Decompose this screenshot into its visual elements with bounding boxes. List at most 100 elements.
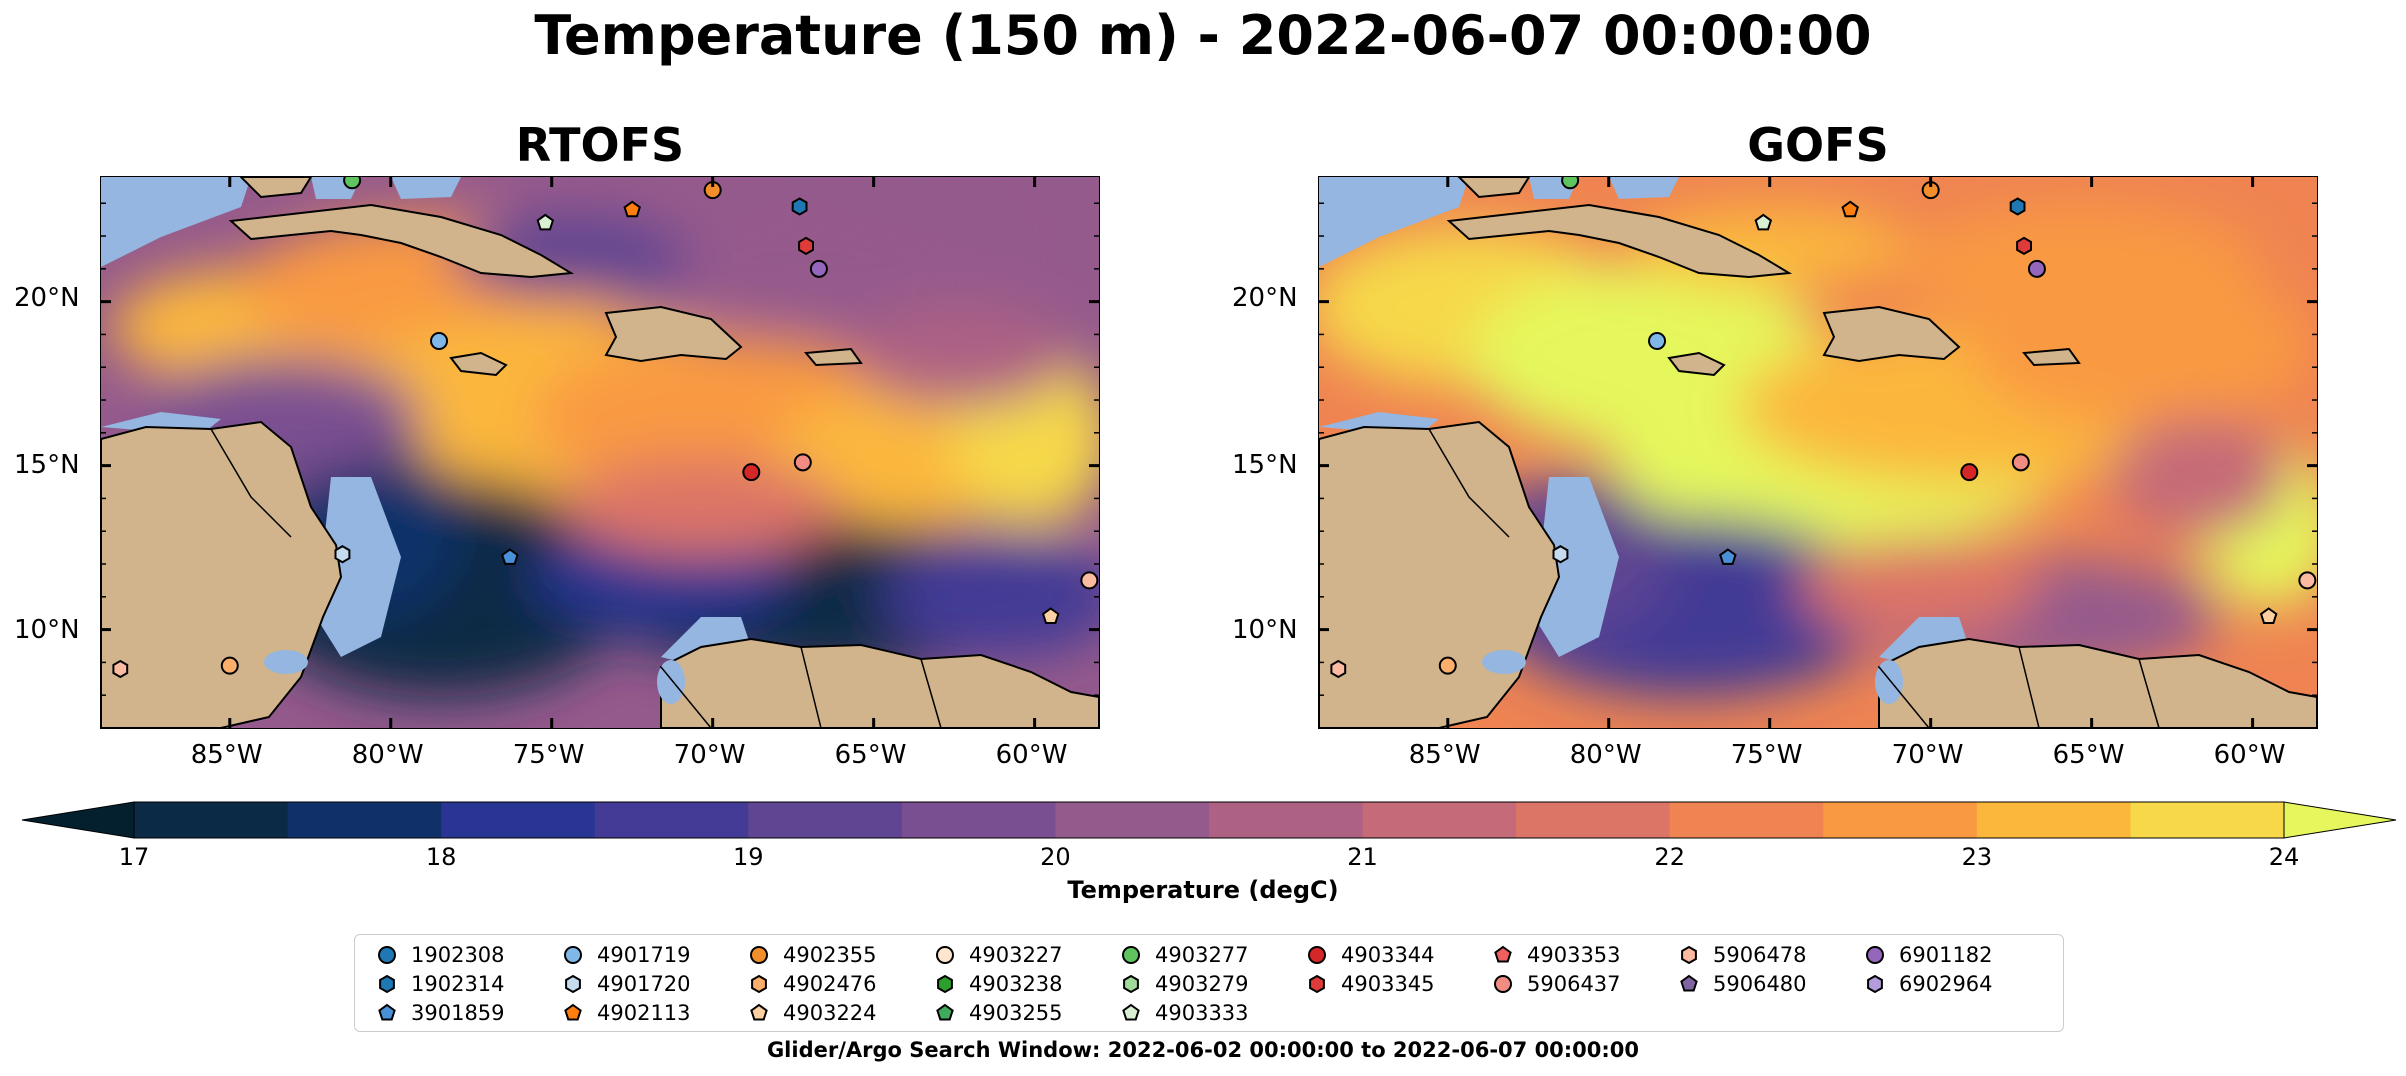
shelf-water [391,177,461,199]
lon-label: 85°W [1408,740,1481,770]
colorbar-segment [1669,802,1824,838]
observation-marker [793,453,812,472]
lon-label: 60°W [2213,740,2286,770]
legend-label: 6902964 [1899,972,1993,996]
observation-marker [343,177,362,190]
legend-marker-icon [936,1003,954,1021]
observation-marker [1648,331,1667,350]
legend-item: 4903227 [935,943,1063,967]
observation-marker [536,213,555,231]
land-mass [1446,203,1793,279]
legend: 1902308 1902314 3901859 4901719 4901720 49021… [354,934,2064,1032]
legend-item: 4903238 [935,972,1063,996]
legend-marker-icon [1122,946,1140,964]
colorbar [21,801,2397,839]
legend-label: 4902355 [783,943,877,967]
panel-title-gofs: GOFS [1747,118,1889,172]
lat-label-15n-gofs: 15°N [1232,450,1298,480]
legend-label: 4903333 [1155,1001,1249,1025]
observation-marker [1041,607,1060,624]
legend-item: 6902964 [1865,972,1993,996]
legend-marker-icon [565,974,581,994]
legend-marker-icon [1681,945,1697,965]
legend-item: 4903224 [749,1001,877,1025]
legend-marker-icon [750,1003,768,1021]
legend-marker-icon [1123,974,1139,994]
legend-marker-icon [378,1003,396,1021]
land-mass [1667,351,1726,377]
observation-marker [623,200,641,218]
lat-label-10n: 10°N [14,615,80,645]
legend-item: 4903333 [1121,1001,1249,1025]
observation-marker [220,656,239,675]
legend-item: 4903344 [1307,943,1435,967]
land-mass [228,203,575,279]
lon-label: 75°W [1730,740,1803,770]
legend-item: 4902355 [749,943,877,967]
observation-marker [1330,659,1347,679]
legend-item: 4903277 [1121,943,1249,967]
observation-marker [2011,453,2030,472]
legend-marker-icon [1494,945,1512,963]
figure-title: Temperature (150 m) - 2022-06-07 00:00:0… [534,4,1872,67]
colorbar-segment [901,802,1056,838]
colorbar-tick-label: 24 [2268,843,2300,871]
observation-marker [430,331,449,350]
colorbar-segment [2130,802,2285,838]
legend-marker-icon [1866,946,1884,964]
legend-label: 3901859 [411,1001,505,1025]
lon-label: 65°W [2052,740,2125,770]
legend-label: 4903279 [1155,972,1249,996]
lat-label-15n: 15°N [14,450,80,480]
land-mass [804,347,863,367]
legend-label: 4901719 [597,943,691,967]
legend-label: 4903344 [1341,943,1435,967]
shelf-water [101,177,251,267]
lake [1482,650,1526,674]
legend-marker-icon [1309,974,1325,994]
legend-item: 1902314 [377,972,505,996]
lon-label: 70°W [1891,740,1964,770]
lake [264,650,308,674]
legend-label: 4903224 [783,1001,877,1025]
legend-marker-icon [1308,946,1326,964]
lon-label: 65°W [834,740,907,770]
lon-label: 85°W [190,740,263,770]
shelf-water [1319,177,1469,267]
legend-label: 5906478 [1713,943,1807,967]
colorbar-segment [1976,802,2131,838]
observation-marker [1960,463,1979,482]
colorbar-segment [1823,802,1978,838]
legend-label: 6901182 [1899,943,1993,967]
legend-label: 4903353 [1527,943,1621,967]
land-mass [239,177,313,199]
legend-marker-icon [564,946,582,964]
legend-marker-icon [751,974,767,994]
observation-marker [1561,177,1580,190]
observation-marker [2016,236,2032,256]
colorbar-tick-label: 19 [733,843,764,871]
legend-marker-icon [936,946,954,964]
legend-item: 4903255 [935,1001,1063,1025]
observation-marker [1552,545,1569,564]
legend-marker-icon [750,946,768,964]
legend-item: 4901719 [563,943,691,967]
colorbar-segment [1516,802,1671,838]
legend-label: 4901720 [597,972,691,996]
colorbar-tick-label: 21 [1347,843,1378,871]
legend-item: 4903345 [1307,972,1435,996]
lon-label: 70°W [673,740,746,770]
observation-marker [791,197,808,216]
lat-label-20n: 20°N [14,283,80,313]
colorbar-segment [134,802,289,838]
colorbar-label: Temperature (degC) [1067,876,1339,904]
colorbar-segment [1209,802,1364,838]
colorbar-extend-min [21,801,135,839]
legend-label: 4903238 [969,972,1063,996]
colorbar-tick-label: 18 [425,843,457,871]
legend-item: 3901859 [377,1001,505,1025]
legend-label: 5906480 [1713,972,1807,996]
land-mass [1822,305,1961,363]
legend-marker-icon [1494,975,1512,993]
lake [657,660,685,704]
